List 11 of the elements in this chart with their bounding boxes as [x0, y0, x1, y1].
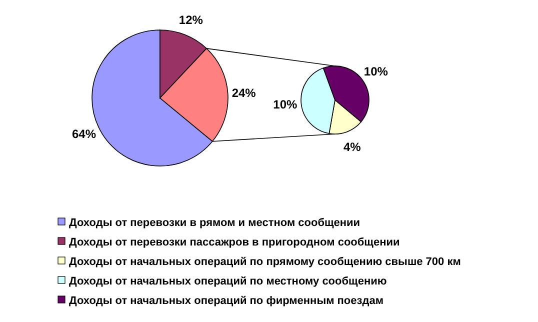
legend-label: Доходы от перевозки пассажров в пригородном сообщении: [69, 236, 400, 248]
legend-label: Доходы от начальных операций по фирменным поездам: [69, 294, 384, 307]
data-label: 12%: [178, 13, 204, 28]
data-label: 64%: [72, 126, 96, 141]
legend-label: Доходы от перевозки в рямом и местном сообщении: [69, 216, 360, 229]
data-label: 10%: [364, 64, 388, 78]
data-label: 10%: [273, 98, 298, 112]
data-label: 24%: [232, 86, 256, 100]
legend-label: Доходы от начальных операций по местному сообщению: [69, 275, 387, 288]
data-label: 4%: [343, 140, 362, 154]
legend-label: Доходы от начальных операций по прямому сообщению свыше 700 км: [69, 256, 461, 268]
